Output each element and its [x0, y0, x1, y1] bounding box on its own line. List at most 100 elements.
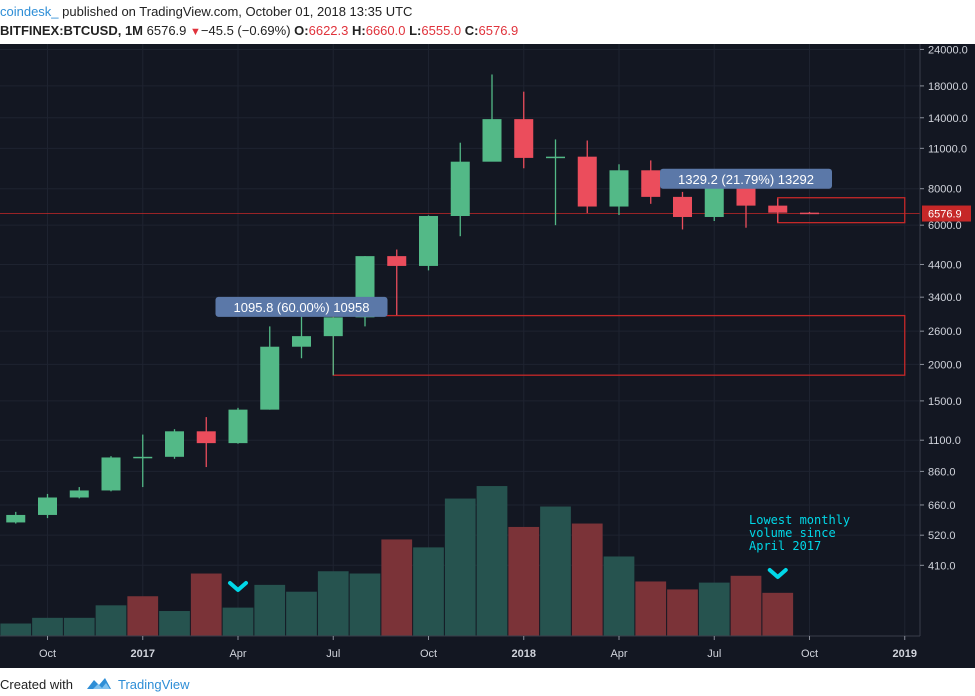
candle[interactable]: [641, 160, 661, 204]
tradingview-link[interactable]: TradingView: [118, 677, 190, 692]
price-tick-label: 520.0: [928, 530, 956, 542]
candle[interactable]: [69, 487, 89, 499]
tradingview-logo-icon: [87, 678, 111, 689]
candle[interactable]: [196, 417, 216, 468]
chevron-down-icon: [767, 568, 788, 579]
annotation-line: volume since: [749, 526, 836, 540]
price-axis: 410.0 520.0 660.0 860.0 1100.0 1500.0 2000.0 26…: [919, 44, 968, 636]
high-label: H:: [352, 23, 366, 38]
candle[interactable]: [482, 74, 502, 162]
candle[interactable]: [38, 493, 57, 519]
callout-box: [215, 296, 388, 317]
published-text: published on TradingView.com, October 01…: [62, 4, 413, 19]
candle[interactable]: [546, 139, 565, 226]
volume-bar: [349, 573, 381, 636]
publish-info: coindesk_ published on TradingView.com, …: [0, 4, 412, 19]
price-tick-label: 410.0: [928, 560, 956, 572]
candle[interactable]: [673, 191, 692, 230]
candle-body: [323, 317, 343, 337]
candle[interactable]: [101, 456, 121, 492]
candle-body: [641, 170, 661, 197]
candle-body: [101, 457, 121, 491]
volume-bars: [0, 486, 794, 636]
callout-box: [660, 168, 832, 189]
candle-body: [38, 497, 57, 515]
candle-body: [260, 346, 280, 410]
volume-bar: [381, 539, 413, 636]
time-tick-label: Jul: [707, 648, 721, 660]
candle[interactable]: [800, 211, 819, 215]
candle[interactable]: [514, 91, 534, 169]
time-tick-label: Apr: [229, 648, 246, 660]
volume-bar: [444, 498, 476, 636]
price-tick-label: 1100.0: [928, 435, 961, 447]
candle[interactable]: [323, 317, 343, 376]
volume-bar: [95, 605, 127, 636]
candle[interactable]: [768, 198, 788, 223]
price-tick-label: 4400.0: [928, 259, 962, 271]
candle[interactable]: [577, 140, 597, 214]
price-tick-label: 660.0: [928, 500, 956, 512]
time-tick-label: Apr: [610, 648, 627, 660]
volume-bar: [190, 573, 222, 636]
candle[interactable]: [133, 434, 153, 488]
price-tick-label: 3400.0: [928, 292, 962, 304]
candle-body: [387, 256, 407, 266]
candle-body: [577, 156, 597, 207]
candle[interactable]: [165, 429, 184, 459]
candle[interactable]: [292, 313, 311, 359]
volume-bar: [222, 607, 254, 636]
price-tick-label: 11000.0: [928, 143, 967, 155]
candle-body: [609, 170, 629, 207]
time-tick-label: Oct: [39, 648, 56, 660]
volume-bar: [159, 611, 190, 636]
price-tick-label: 860.0: [928, 466, 956, 478]
candle[interactable]: [228, 407, 248, 444]
measure-callout: 1095.8 (60.00%) 10958: [215, 296, 388, 317]
open-value: 6622.3: [308, 23, 349, 38]
candle-body: [292, 336, 311, 347]
candle-body: [165, 431, 184, 457]
low-value: 6555.0: [421, 23, 462, 38]
volume-bar: [571, 523, 603, 636]
candle[interactable]: [450, 142, 470, 237]
volume-bar: [317, 571, 349, 636]
annotation-line: Lowest monthly: [749, 513, 850, 527]
time-axis: Oct 2017 Apr Jul Oct 2018 Apr Jul Oct 2019: [0, 635, 920, 660]
candlestick-chart[interactable]: 1095.8 (60.00%) 10958 1329.2 (21.79%) 132…: [0, 44, 975, 668]
volume-bar: [63, 617, 95, 636]
candle[interactable]: [419, 215, 438, 271]
candle-body: [768, 205, 788, 213]
candle[interactable]: [6, 511, 26, 524]
candle[interactable]: [736, 181, 756, 228]
candle-body: [704, 185, 724, 217]
price-tick-label: 8000.0: [928, 184, 962, 196]
time-tick-label: 2017: [131, 648, 155, 660]
candle[interactable]: [387, 249, 407, 316]
high-value: 6660.0: [365, 23, 406, 38]
current-price-label: 6576.9: [922, 205, 971, 222]
measure-callout: 1329.2 (21.79%) 13292: [660, 168, 832, 189]
volume-annotation: Lowest monthly volume since April 2017: [749, 513, 850, 553]
candle-body: [419, 215, 438, 266]
price-tick-label: 2600.0: [928, 326, 962, 338]
time-tick-label: Oct: [420, 648, 437, 660]
price-tick-label: 6000.0: [928, 220, 962, 232]
volume-bar: [127, 596, 159, 636]
volume-bar: [667, 589, 698, 636]
down-arrow-icon: ▼: [190, 26, 201, 38]
volume-bar: [540, 506, 571, 636]
price-tick-label: 24000.0: [928, 44, 968, 56]
candle[interactable]: [609, 164, 629, 216]
created-with-text: Created with: [0, 677, 73, 692]
candle[interactable]: [260, 326, 280, 410]
chart-footer: Created with TradingView: [0, 668, 975, 696]
price-tick-label: 2000.0: [928, 359, 962, 371]
close-label: C:: [464, 23, 479, 38]
volume-bar: [476, 486, 508, 636]
candle-body: [133, 456, 153, 459]
time-tick-label: 2019: [893, 648, 917, 660]
time-tick-label: Oct: [801, 648, 818, 660]
publisher-name[interactable]: coindesk_: [0, 4, 59, 19]
candle-body: [736, 185, 756, 206]
